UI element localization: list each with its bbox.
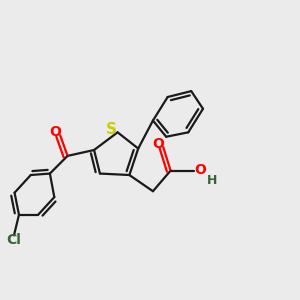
Text: O: O: [49, 125, 61, 139]
Text: O: O: [195, 163, 207, 177]
Text: H: H: [207, 173, 217, 187]
Text: Cl: Cl: [7, 233, 21, 247]
Text: S: S: [106, 122, 117, 137]
Text: O: O: [152, 137, 164, 151]
